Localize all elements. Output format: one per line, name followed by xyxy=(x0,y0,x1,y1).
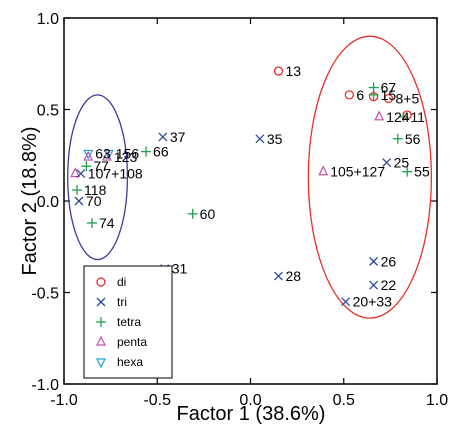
point-tri-25 xyxy=(382,158,392,168)
point-tetra-67 xyxy=(368,82,379,93)
point-tri-20-33 xyxy=(341,297,351,307)
point-label: 28 xyxy=(285,268,301,284)
legend-label-tri: tri xyxy=(117,295,127,309)
point-label: 77 xyxy=(93,158,109,174)
point-hexa-63 xyxy=(83,149,94,160)
point-label: 105+127 xyxy=(330,164,385,180)
point-penta xyxy=(83,150,94,161)
point-tri-107-108 xyxy=(76,169,86,179)
point-label: 20+33 xyxy=(353,294,393,310)
x-tick-label: 1.0 xyxy=(426,392,448,409)
y-tick-label: 0.5 xyxy=(37,103,59,120)
point-tetra-55 xyxy=(402,166,413,177)
legend-items: di tri tetra penta hexa xyxy=(96,275,147,369)
legend-label-penta: penta xyxy=(117,335,147,349)
point-label: 60 xyxy=(200,206,216,222)
legend-label-tetra: tetra xyxy=(117,315,141,329)
cluster-ellipses xyxy=(67,35,433,319)
point-di-13 xyxy=(273,66,284,76)
y-tick-label: -1.0 xyxy=(31,377,59,394)
point-label: 63 xyxy=(95,145,111,161)
point-label: 6 xyxy=(356,87,364,103)
axis-ticks: -1.0 -0.5 0.0 0.5 1.0 1.0 0.5 0.0 -0.5 -1.0 xyxy=(31,11,448,409)
point-label: 8+5 xyxy=(396,91,420,107)
legend-marker-penta xyxy=(96,335,106,346)
point-penta-123 xyxy=(101,150,112,161)
x-tick-label: 0.5 xyxy=(333,392,355,409)
point-tri-35 xyxy=(255,134,265,144)
right-cluster-ellipse xyxy=(307,35,433,319)
left-cluster-ellipse xyxy=(67,94,129,261)
point-label: 15 xyxy=(381,87,397,103)
point-label: 74 xyxy=(99,215,115,231)
point-tetra-60 xyxy=(187,208,198,219)
point-tetra-118 xyxy=(72,185,83,196)
point-label: 66 xyxy=(153,144,169,160)
point-label: 156 xyxy=(116,145,140,161)
y-tick-label: 0.0 xyxy=(37,194,59,211)
point-tetra-74 xyxy=(86,217,97,228)
x-tick-label: -1.0 xyxy=(50,392,78,409)
point-tetra-66 xyxy=(141,146,152,157)
point-tetra-11 xyxy=(398,111,409,122)
point-label: 55 xyxy=(414,164,430,180)
point-label: 22 xyxy=(381,277,397,293)
y-axis-title: Factor 2 (18.8%) xyxy=(19,127,41,276)
point-label: 31 xyxy=(172,261,188,277)
point-tri-28 xyxy=(274,271,283,281)
point-label: 124 xyxy=(386,109,410,125)
x-tick-label: -0.5 xyxy=(143,392,171,409)
data-points xyxy=(70,66,413,307)
point-penta xyxy=(70,167,81,178)
point-di-8-5 xyxy=(383,93,394,104)
point-tri-26 xyxy=(369,256,379,266)
y-tick-label: -0.5 xyxy=(31,286,59,303)
point-label: 25 xyxy=(394,155,410,171)
point-tri-70 xyxy=(74,196,84,206)
x-tick-label: 0.0 xyxy=(239,392,261,409)
y-tick-label: 1.0 xyxy=(37,11,59,28)
point-penta-124 xyxy=(374,110,385,121)
point-label: 13 xyxy=(285,63,301,79)
point-tetra-56 xyxy=(392,133,403,144)
point-tri-22 xyxy=(369,280,379,290)
point-label: 35 xyxy=(267,131,283,147)
point-label: 67 xyxy=(381,80,397,96)
point-label: 70 xyxy=(86,193,102,209)
point-tetra-77 xyxy=(81,161,92,172)
legend-marker-tetra xyxy=(96,317,106,327)
point-label: 56 xyxy=(405,131,421,147)
point-penta-105-127 xyxy=(318,165,329,176)
point-hexa-156 xyxy=(103,149,114,160)
point-di-6 xyxy=(344,90,354,100)
legend-marker-hexa xyxy=(96,358,106,369)
point-tri-37 xyxy=(158,132,168,142)
legend-label-di: di xyxy=(117,275,126,289)
point-label: 37 xyxy=(170,129,186,145)
legend: di tri tetra penta hexa xyxy=(83,265,173,379)
legend-marker-tri xyxy=(96,297,106,307)
point-label: 118 xyxy=(84,182,107,198)
legend-label-hexa: hexa xyxy=(117,355,143,369)
point-label: 123 xyxy=(114,149,138,165)
legend-marker-di xyxy=(96,277,106,287)
point-label: 107+108 xyxy=(88,166,143,182)
x-axis-title: Factor 1 (38.6%) xyxy=(177,403,326,425)
point-label: 11 xyxy=(410,109,425,125)
point-label: 26 xyxy=(381,253,397,269)
